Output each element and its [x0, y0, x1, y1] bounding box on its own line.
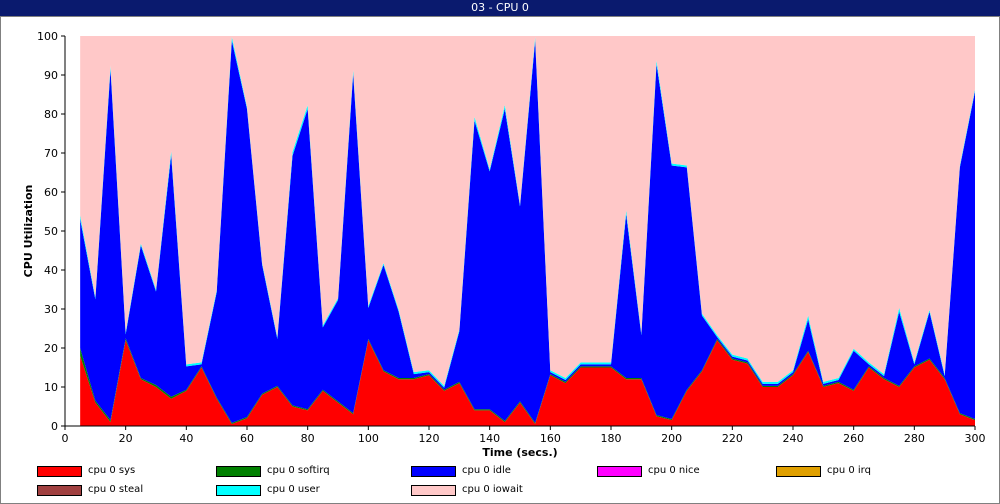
y-tick-label: 30 [44, 303, 58, 316]
x-tick-label: 20 [119, 432, 133, 445]
legend-label: cpu 0 steal [88, 484, 144, 495]
chart-legend: cpu 0 sys cpu 0 softirq cpu 0 idle cpu 0 ni… [0, 462, 1000, 502]
axes: 0 10 20 30 40 50 60 70 80 90 100 0 20 40 60 80 100 120 140… [22, 30, 986, 459]
x-tick-label: 280 [904, 432, 925, 445]
legend-item-cpu-0-nice: cpu 0 nice [597, 465, 700, 477]
x-tick-label: 260 [843, 432, 864, 445]
legend-label: cpu 0 user [267, 484, 320, 495]
x-tick-label: 80 [301, 432, 315, 445]
plot-area [80, 36, 975, 426]
x-tick-label: 40 [179, 432, 193, 445]
legend-swatch [216, 484, 261, 496]
y-tick-label: 40 [44, 264, 58, 277]
legend-item-cpu-0-user: cpu 0 user [216, 484, 320, 496]
legend-item-cpu-0-sys: cpu 0 sys [37, 465, 135, 477]
x-tick-label: 140 [479, 432, 500, 445]
y-tick-label: 80 [44, 108, 58, 121]
legend-item-cpu-0-softirq: cpu 0 softirq [216, 465, 330, 477]
y-tick-label: 0 [51, 420, 58, 433]
series-area-cpu-0-iowait [80, 36, 975, 386]
x-tick-label: 160 [540, 432, 561, 445]
x-axis-label: Time (secs.) [482, 446, 557, 459]
y-tick-label: 60 [44, 186, 58, 199]
y-tick-label: 70 [44, 147, 58, 160]
x-tick-label: 120 [419, 432, 440, 445]
legend-label: cpu 0 idle [462, 465, 511, 476]
legend-swatch [216, 465, 261, 477]
legend-label: cpu 0 irq [827, 465, 871, 476]
x-tick-label: 60 [240, 432, 254, 445]
legend-swatch [597, 465, 642, 477]
y-tick-label: 100 [37, 30, 58, 43]
legend-swatch [411, 465, 456, 477]
series-area-cpu-0-idle [80, 40, 975, 423]
y-axis-label: CPU Utilization [22, 185, 35, 278]
legend-item-cpu-0-steal: cpu 0 steal [37, 484, 143, 496]
legend-swatch [37, 465, 82, 477]
y-tick-label: 50 [44, 225, 58, 238]
y-tick-label: 90 [44, 69, 58, 82]
x-tick-label: 200 [661, 432, 682, 445]
cpu-utilization-chart: 0 10 20 30 40 50 60 70 80 90 100 0 20 40 60 80 100 120 140… [22, 30, 986, 459]
legend-item-cpu-0-irq: cpu 0 irq [776, 465, 871, 477]
x-tick-label: 240 [783, 432, 804, 445]
y-tick-label: 10 [44, 381, 58, 394]
x-tick-label: 180 [601, 432, 622, 445]
legend-swatch [411, 484, 456, 496]
series-area-cpu-0-sys [80, 340, 975, 426]
y-tick-label: 20 [44, 342, 58, 355]
legend-swatch [37, 484, 82, 496]
window-title: 03 - CPU 0 [0, 0, 1000, 16]
legend-label: cpu 0 sys [88, 465, 136, 476]
legend-label: cpu 0 nice [648, 465, 700, 476]
legend-item-cpu-0-idle: cpu 0 idle [411, 465, 511, 477]
legend-item-cpu-0-iowait: cpu 0 iowait [411, 484, 523, 496]
x-tick-label: 220 [722, 432, 743, 445]
x-tick-label: 0 [62, 432, 69, 445]
legend-swatch [776, 465, 821, 477]
legend-label: cpu 0 softirq [267, 465, 330, 476]
x-tick-label: 100 [358, 432, 379, 445]
x-tick-label: 300 [965, 432, 986, 445]
legend-label: cpu 0 iowait [462, 484, 523, 495]
